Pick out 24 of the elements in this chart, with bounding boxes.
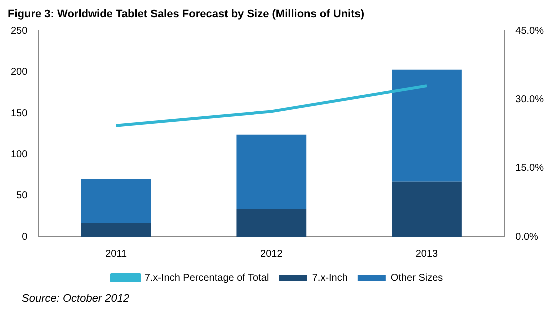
bar: [236, 134, 307, 210]
y-tick-label: 0: [22, 232, 28, 243]
y2-tick-label: 30.0%: [516, 94, 544, 106]
x-tick-label: 2013: [416, 248, 439, 260]
y2-tick-label: 45.0%: [516, 26, 544, 37]
bar: [81, 179, 152, 224]
legend-label: 7.x-Inch: [312, 272, 348, 284]
bar: [236, 209, 307, 237]
y-tick-label: 250: [10, 26, 28, 37]
y2-tick-label: 0.0%: [516, 232, 539, 243]
chart-title: Figure 3: Worldwide Tablet Sales Forecast by Size (Millions of Units): [8, 8, 365, 21]
legend-label: Other Sizes: [390, 272, 444, 284]
legend-label: 7.x-Inch Percentage of Total: [144, 272, 270, 284]
bar: [81, 223, 152, 237]
y-tick-label: 200: [10, 67, 28, 78]
y2-tick-label: 15.0%: [516, 163, 544, 174]
y-tick-label: 50: [16, 190, 28, 202]
x-tick-label: 2011: [106, 248, 128, 260]
y-tick-label: 150: [10, 108, 28, 120]
bar: [392, 70, 462, 182]
y-tick-label: 100: [10, 149, 28, 160]
source-note: Source: October 2012: [22, 293, 131, 305]
bar: [392, 182, 462, 237]
x-tick-label: 2012: [260, 248, 284, 260]
